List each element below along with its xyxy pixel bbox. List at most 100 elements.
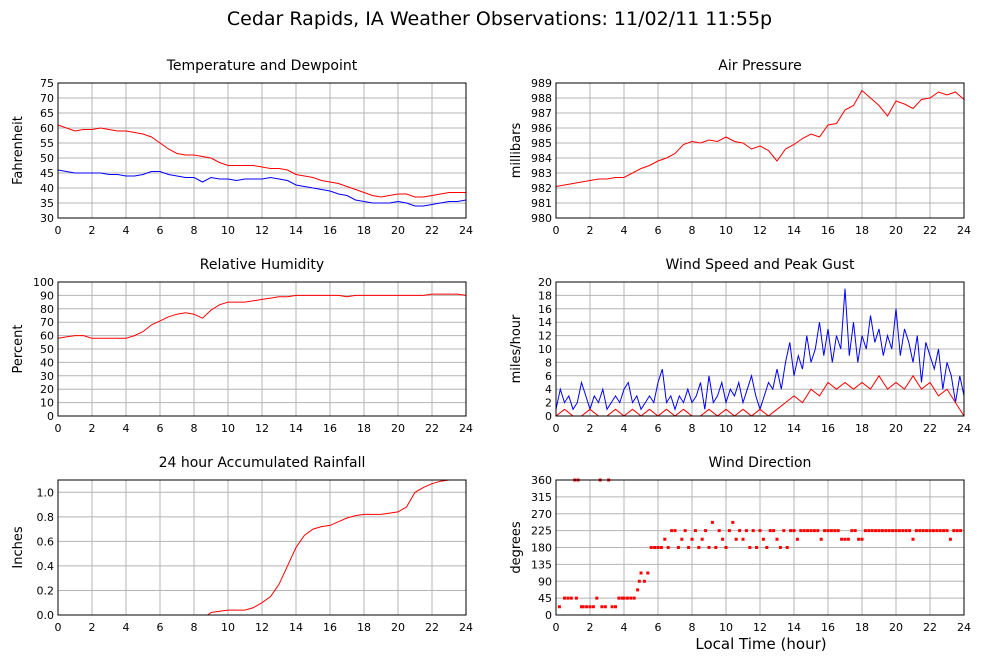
scatter-point [734, 537, 738, 541]
chart-title: Wind Speed and Peak Gust [666, 257, 855, 273]
x-tick-label: 18 [357, 621, 371, 634]
x-tick-label: 4 [621, 422, 628, 435]
x-tick-label: 4 [123, 621, 130, 634]
scatter-point [636, 588, 640, 592]
scatter-point [557, 605, 561, 609]
x-tick-label: 24 [957, 224, 971, 237]
scatter-point [758, 529, 762, 533]
scatter-point [782, 529, 786, 533]
scatter-point [683, 529, 687, 533]
scatter-point [795, 537, 799, 541]
scatter-point [761, 537, 765, 541]
scatter-point [666, 546, 670, 549]
scatter-point [908, 529, 912, 533]
scatter-point [614, 605, 617, 609]
y-axis-label: Inches [11, 526, 26, 568]
y-tick-label: 988 [531, 92, 552, 105]
scatter-point [806, 529, 810, 533]
plot-frame [555, 479, 965, 616]
scatter-point [809, 529, 813, 533]
scatter-point [629, 596, 633, 600]
x-tick-label: 8 [689, 224, 696, 237]
x-tick-label: 14 [787, 224, 801, 237]
x-tick-label: 16 [323, 621, 337, 634]
series-line-red [57, 293, 467, 339]
y-tick-label: 0.8 [37, 511, 55, 524]
chart-title: Wind Direction [709, 455, 812, 471]
scatter-point [642, 579, 646, 583]
scatter-point [778, 546, 782, 549]
x-tick-label: 12 [753, 224, 767, 237]
x-tick-label: 22 [425, 621, 439, 634]
y-tick-label: 985 [531, 137, 552, 150]
y-tick-label: 90 [538, 575, 552, 588]
scatter-point [751, 529, 755, 533]
scatter-point [656, 546, 660, 549]
x-tick-label: 6 [157, 224, 164, 237]
scatter-point [870, 529, 874, 533]
scatter-point [585, 605, 589, 609]
chart-title: Air Pressure [718, 58, 801, 74]
scatter-point [819, 537, 823, 541]
chart-pres: Air Pressure 980 981 982 983 984 985 986 987 988 9… [509, 58, 971, 237]
x-tick-label: 16 [323, 224, 337, 237]
x-tick-label: 14 [289, 621, 303, 634]
x-tick-label: 8 [191, 224, 198, 237]
scatter-point [693, 529, 697, 533]
x-tick-label: 0 [553, 224, 560, 237]
scatter-point [891, 529, 895, 533]
scatter-point [600, 605, 604, 609]
scatter-point [904, 529, 908, 533]
scatter-point [823, 529, 827, 533]
y-tick-label: 18 [538, 289, 552, 302]
x-tick-label: 22 [425, 422, 439, 435]
scatter-point [826, 529, 830, 533]
scatter-point [952, 529, 956, 533]
scatter-point [846, 537, 850, 541]
scatter-point [775, 537, 779, 541]
x-tick-label: 16 [821, 224, 835, 237]
scatter-point [955, 529, 959, 533]
scatter-point [785, 546, 789, 549]
x-tick-label: 2 [89, 422, 96, 435]
x-tick-label: 6 [655, 422, 662, 435]
y-tick-label: 40 [40, 356, 54, 369]
y-tick-label: 0.6 [37, 535, 55, 548]
scatter-point [687, 546, 691, 549]
scatter-point [637, 579, 641, 583]
scatter-point [574, 596, 578, 600]
x-tick-label: 20 [391, 224, 405, 237]
y-tick-label: 982 [531, 182, 552, 195]
scatter-point [948, 537, 952, 541]
scatter-point [603, 605, 607, 609]
scatter-point [755, 546, 759, 549]
x-tick-label: 18 [357, 224, 371, 237]
scatter-point [931, 529, 935, 533]
x-tick-label: 10 [719, 224, 733, 237]
scatter-point [741, 537, 745, 541]
scatter-point [863, 529, 867, 533]
plot-frame [57, 479, 467, 616]
y-tick-label: 20 [40, 383, 54, 396]
y-tick-label: 180 [531, 542, 552, 555]
scatter-point [659, 546, 663, 549]
series-line-red [57, 124, 466, 198]
scatter-point [632, 596, 636, 600]
y-tick-label: 14 [538, 316, 552, 329]
y-tick-label: 225 [531, 525, 552, 538]
scatter-point [563, 596, 566, 600]
scatter-point [928, 529, 932, 533]
y-tick-label: 0.4 [37, 560, 55, 573]
x-tick-label: 22 [923, 621, 937, 634]
chart-title: Relative Humidity [200, 257, 324, 273]
chart-title: Temperature and Dewpoint [166, 58, 358, 74]
y-tick-label: 90 [40, 289, 54, 302]
y-tick-label: 70 [40, 316, 54, 329]
scatter-point [843, 537, 847, 541]
y-tick-label: 981 [531, 197, 552, 210]
y-tick-label: 16 [538, 303, 552, 316]
scatter-point [874, 529, 878, 533]
y-tick-label: 30 [40, 370, 54, 383]
scatter-point [945, 529, 949, 533]
